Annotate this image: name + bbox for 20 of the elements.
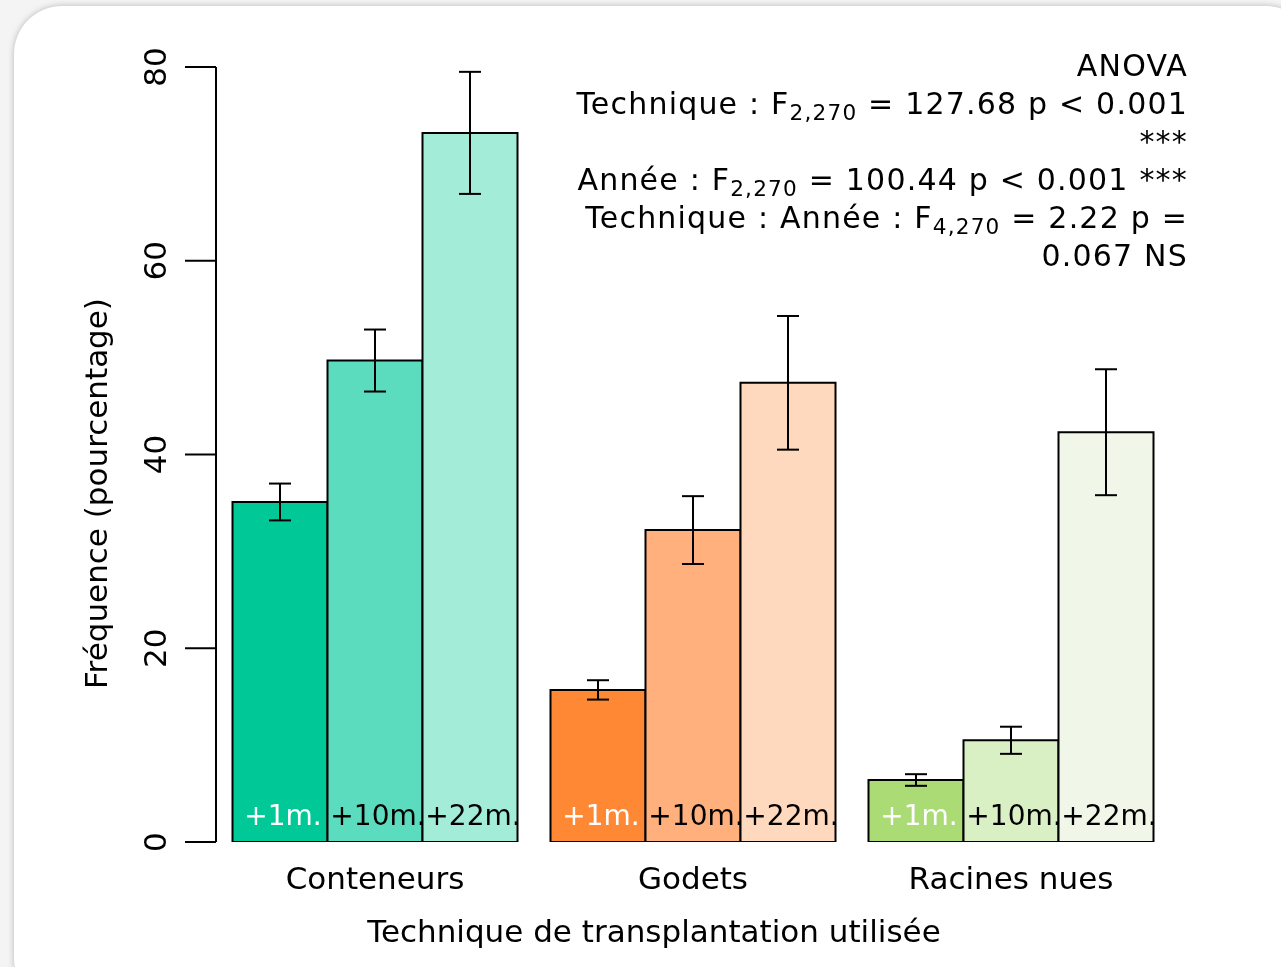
y-tick-label: 0 bbox=[137, 832, 173, 852]
text: +1m. bbox=[562, 799, 640, 832]
x-tick-label: Godets bbox=[637, 860, 749, 896]
series-label: +1m. bbox=[244, 799, 322, 832]
y-tick-label: 60 bbox=[137, 241, 173, 281]
y-tick-label: 20 bbox=[137, 628, 173, 668]
annotation: Technique : F$_{2,270}$ = 127.68 p < 0.001 *** bbox=[575, 85, 1188, 161]
y-tick-label: 80 bbox=[137, 47, 173, 87]
annotation: Technique : Année : F$_{4,270}$ = 2.22 p = 0.067 NS bbox=[584, 199, 1188, 275]
text: +22m. bbox=[743, 799, 839, 832]
y-tick-label: 40 bbox=[137, 434, 173, 475]
x-tick-label: Racines nues bbox=[908, 860, 1114, 896]
x-axis-title: Technique de transplantation utilisée bbox=[366, 913, 941, 949]
y-axis-title: Fréquence (pourcentage) bbox=[78, 298, 114, 689]
annotation: Année : F$_{2,270}$ = 100.44 p < 0.001 *** bbox=[576, 161, 1188, 202]
text: +22m. bbox=[425, 799, 521, 832]
annotation: ANOVA bbox=[1075, 47, 1188, 85]
text: +1m. bbox=[880, 799, 958, 832]
x-tick-label: Conteneurs bbox=[285, 860, 465, 896]
series-label: +22m. bbox=[1061, 799, 1157, 832]
